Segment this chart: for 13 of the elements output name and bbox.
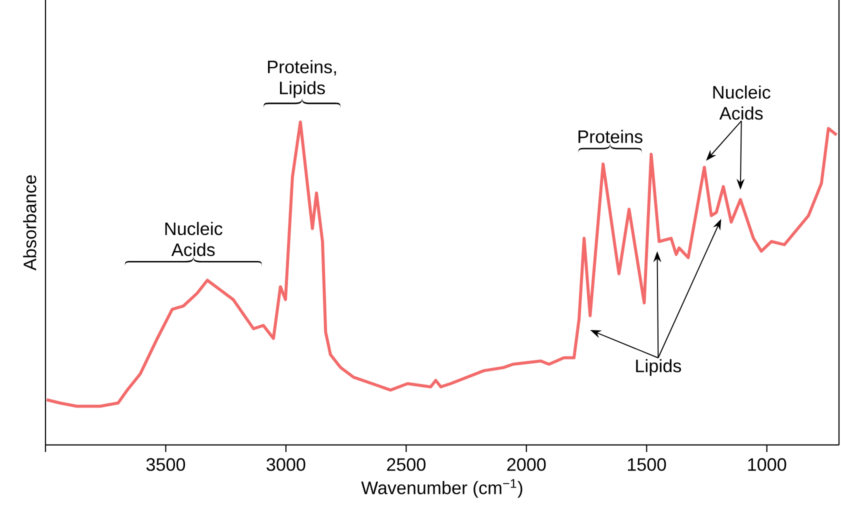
text: Proteins, Lipids <box>268 60 336 98</box>
x-tick-label: 2500 <box>387 458 426 471</box>
x-tick-label: 3500 <box>146 458 186 471</box>
annotation: Proteins <box>578 130 642 144</box>
text: Nucleic Acids <box>713 85 770 120</box>
x-axis-title: Wavenumber (cm$^{−1}$) <box>361 479 522 498</box>
x-tick-label: 1500 <box>628 458 666 471</box>
y-axis-title: Absorbance <box>23 175 36 270</box>
x-tick-label: 3000 <box>266 458 306 471</box>
x-tick-label: 1000 <box>748 458 786 471</box>
annotation: Lipids <box>636 359 682 376</box>
x-tick-label: 2000 <box>507 458 546 471</box>
annotation: Nucleic Acids <box>165 222 222 256</box>
